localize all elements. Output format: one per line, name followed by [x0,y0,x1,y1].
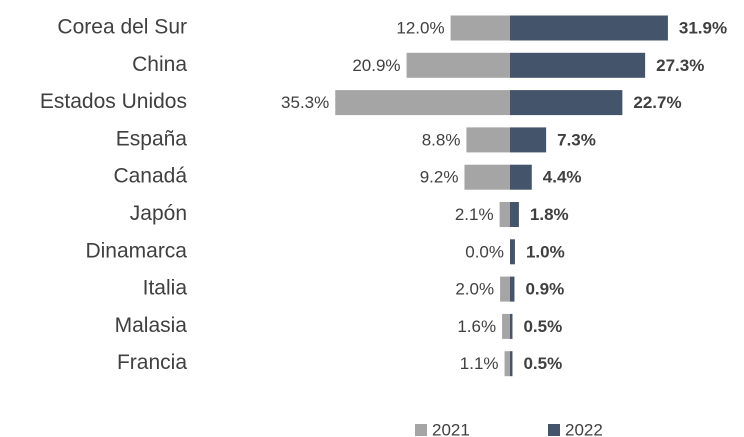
bar [500,276,510,302]
bar [510,202,519,227]
legend-swatch [415,424,427,436]
bar [510,15,668,41]
bar [502,313,510,339]
value-label: 9.2% [420,168,459,187]
value-label: 0.5% [523,317,562,336]
value-label: 4.4% [543,168,582,187]
bar [510,164,532,190]
bar [510,351,513,377]
value-label: 1.8% [530,205,569,224]
value-label: 0.5% [523,354,562,373]
value-label: 22.7% [633,93,681,112]
bar [466,127,510,153]
value-label: 12.0% [396,18,444,37]
category-label: Italia [143,277,188,300]
bar [510,127,547,153]
value-label: 27.3% [656,56,704,75]
bar [504,351,510,377]
value-label: 1.1% [460,354,499,373]
bar [510,276,515,302]
category-label: Malasia [115,314,188,337]
category-label: Estados Unidos [40,90,187,113]
category-label: Japón [130,202,187,225]
value-label: 20.9% [352,56,400,75]
value-label: 0.0% [465,242,504,261]
value-label: 1.0% [526,242,565,261]
bar [406,52,510,78]
value-label: 2.0% [455,280,494,299]
bar [510,239,515,265]
value-label: 2.1% [455,205,494,224]
category-label: Dinamarca [85,239,187,262]
legend-label: 2021 [432,420,470,437]
value-label: 35.3% [281,93,329,112]
category-label: Corea del Sur [57,16,187,39]
bar [450,15,510,41]
bar [510,313,513,339]
category-label: España [116,127,188,150]
value-label: 31.9% [679,18,727,37]
legend-swatch [548,424,560,436]
value-label: 0.9% [525,280,564,299]
legend-label: 2022 [565,420,603,437]
category-label: Francia [117,351,187,374]
bar [464,164,510,190]
value-label: 1.6% [457,317,496,336]
category-label: Canadá [113,165,187,188]
bar [510,90,623,116]
value-label: 8.8% [422,130,461,149]
bar [499,202,510,227]
value-label: 7.3% [557,130,596,149]
bar [335,90,510,116]
category-label: China [132,53,187,76]
bar [510,52,646,78]
